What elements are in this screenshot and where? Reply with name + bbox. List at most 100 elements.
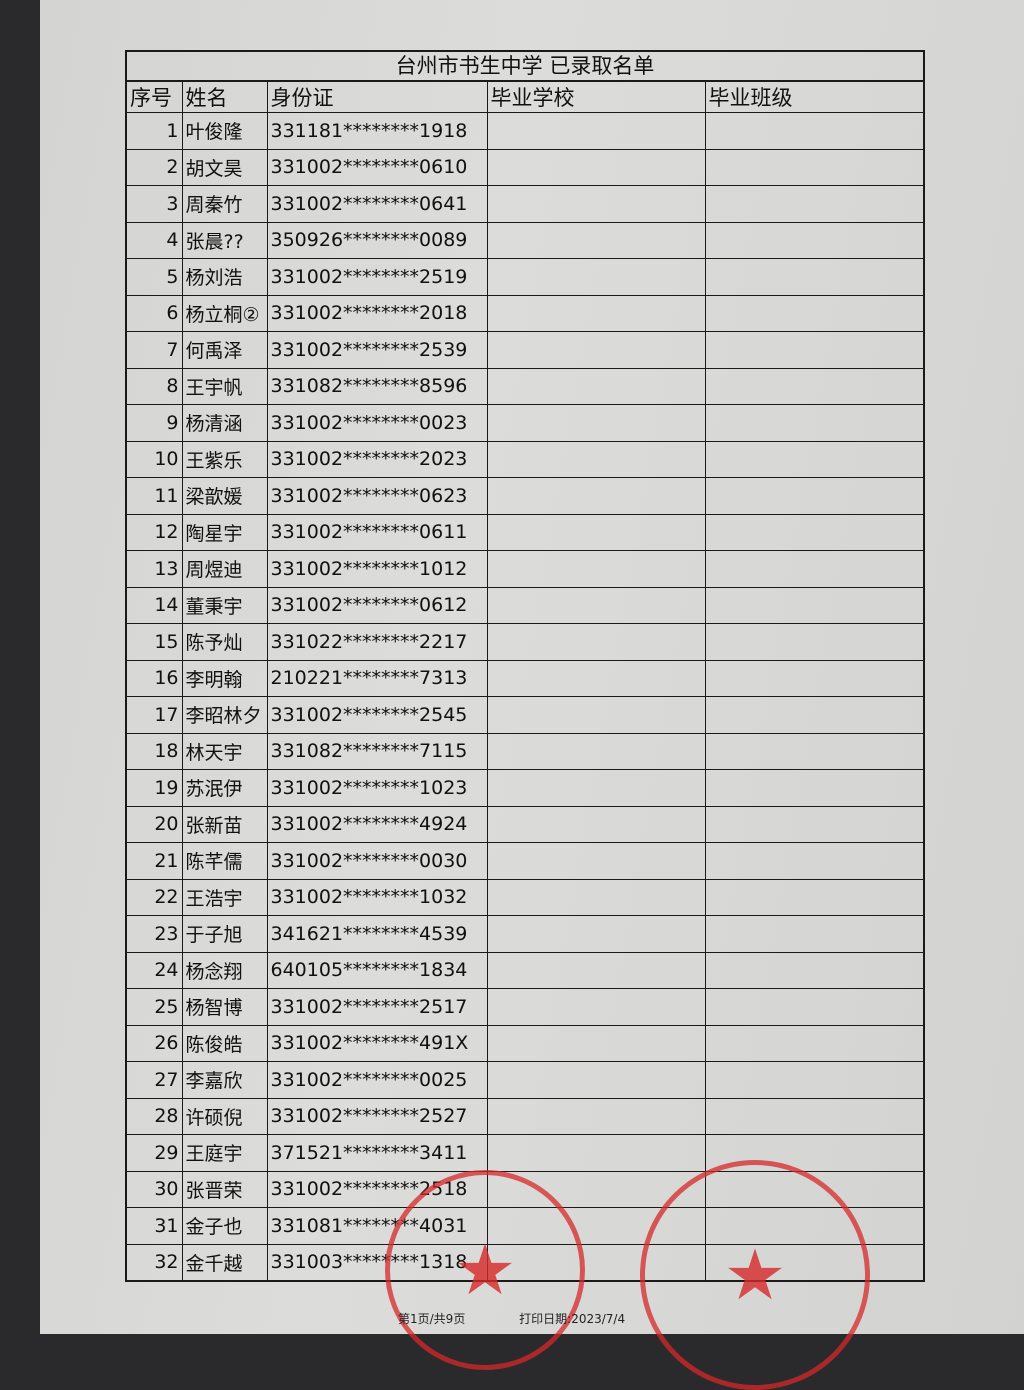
graduation-class: [704, 440, 923, 478]
row-number: 15: [127, 623, 183, 661]
id-number: 331002********0623: [266, 477, 488, 515]
row-number: 29: [127, 1134, 183, 1172]
table-row: 1 叶俊隆 331181********1918: [127, 112, 923, 150]
table-row: 11 梁歆媛 331002********0623: [127, 477, 923, 515]
graduation-class: [704, 550, 923, 588]
row-number: 11: [127, 477, 183, 515]
graduation-class: [704, 988, 923, 1026]
id-number: 331002********1012: [266, 550, 488, 588]
graduation-class: [704, 586, 923, 624]
row-number: 30: [127, 1170, 183, 1208]
graduation-school: [486, 1024, 706, 1062]
row-number: 21: [127, 842, 183, 880]
id-number: 331002********2018: [266, 294, 488, 332]
graduation-class: [704, 805, 923, 843]
table-header-row: 序号 姓名 身份证 毕业学校 毕业班级: [127, 82, 923, 113]
id-number: 350926********0089: [266, 221, 488, 259]
row-number: 10: [127, 440, 183, 478]
graduation-school: [486, 440, 706, 478]
student-name: 金子也: [181, 1207, 268, 1245]
admission-table: 序号 姓名 身份证 毕业学校 毕业班级 1 叶俊隆 331181********19…: [127, 82, 923, 1280]
graduation-school: [486, 878, 706, 916]
table-row: 7 何禹泽 331002********2539: [127, 331, 923, 369]
student-name: 杨立桐②: [181, 294, 268, 332]
table-row: 16 李明翰 210221********7313: [127, 659, 923, 697]
table-row: 17 李昭林夕 331002********2545: [127, 696, 923, 734]
id-number: 331002********0023: [266, 404, 488, 442]
graduation-class: [704, 112, 923, 150]
column-header-id: 身份证: [266, 82, 488, 113]
graduation-school: [486, 185, 706, 223]
table-row: 25 杨智博 331002********2517: [127, 988, 923, 1026]
student-name: 苏泯伊: [181, 769, 268, 807]
print-date: 打印日期:2023/7/4: [519, 1312, 626, 1326]
row-number: 12: [127, 513, 183, 551]
student-name: 杨智博: [181, 988, 268, 1026]
table-row: 19 苏泯伊 331002********1023: [127, 769, 923, 807]
graduation-class: [704, 513, 923, 551]
student-name: 周秦竹: [181, 185, 268, 223]
row-number: 7: [127, 331, 183, 369]
row-number: 3: [127, 185, 183, 223]
table-row: 29 王庭宇 371521********3411: [127, 1134, 923, 1172]
graduation-school: [486, 477, 706, 515]
student-name: 王庭宇: [181, 1134, 268, 1172]
row-number: 23: [127, 915, 183, 953]
row-number: 31: [127, 1207, 183, 1245]
page-footer: 第1页/共9页 打印日期:2023/7/4: [398, 1310, 675, 1327]
table-row: 26 陈俊皓 331002********491X: [127, 1024, 923, 1062]
graduation-class: [704, 1024, 923, 1062]
graduation-class: [704, 185, 923, 223]
student-name: 杨念翔: [181, 951, 268, 989]
student-name: 何禹泽: [181, 331, 268, 369]
student-name: 梁歆媛: [181, 477, 268, 515]
row-number: 9: [127, 404, 183, 442]
student-name: 杨刘浩: [181, 258, 268, 296]
graduation-school: [486, 1061, 706, 1099]
table-row: 20 张新苗 331002********4924: [127, 805, 923, 843]
id-number: 331002********1023: [266, 769, 488, 807]
row-number: 13: [127, 550, 183, 588]
row-number: 19: [127, 769, 183, 807]
id-number: 331002********2545: [266, 696, 488, 734]
graduation-school: [486, 586, 706, 624]
graduation-class: [704, 367, 923, 405]
graduation-school: [486, 805, 706, 843]
student-name: 金千越: [181, 1243, 268, 1280]
graduation-school: [486, 696, 706, 734]
graduation-school: [486, 404, 706, 442]
table-row: 2 胡文昊 331002********0610: [127, 148, 923, 186]
graduation-class: [704, 696, 923, 734]
table-row: 3 周秦竹 331002********0641: [127, 185, 923, 223]
table-row: 13 周煜迪 331002********1012: [127, 550, 923, 588]
graduation-class: [704, 623, 923, 661]
graduation-school: [486, 1134, 706, 1172]
graduation-school: [486, 915, 706, 953]
row-number: 25: [127, 988, 183, 1026]
star-icon: ★: [453, 1229, 517, 1311]
table-row: 15 陈予灿 331022********2217: [127, 623, 923, 661]
graduation-school: [486, 659, 706, 697]
student-name: 王浩宇: [181, 878, 268, 916]
student-name: 叶俊隆: [181, 112, 268, 150]
id-number: 331002********1032: [266, 878, 488, 916]
id-number: 371521********3411: [266, 1134, 488, 1172]
id-number: 210221********7313: [266, 659, 488, 697]
graduation-class: [704, 659, 923, 697]
graduation-class: [704, 769, 923, 807]
table-row: 4 张晨?? 350926********0089: [127, 221, 923, 259]
graduation-school: [486, 148, 706, 186]
graduation-class: [704, 404, 923, 442]
row-number: 17: [127, 696, 183, 734]
graduation-school: [486, 1097, 706, 1135]
student-name: 林天宇: [181, 732, 268, 770]
id-number: 331002********0612: [266, 586, 488, 624]
graduation-class: [704, 878, 923, 916]
column-header-class: 毕业班级: [704, 82, 923, 113]
graduation-class: [704, 842, 923, 880]
graduation-school: [486, 842, 706, 880]
table-row: 8 王宇帆 331082********8596: [127, 367, 923, 405]
graduation-class: [704, 331, 923, 369]
id-number: 331082********7115: [266, 732, 488, 770]
student-name: 张晨??: [181, 221, 268, 259]
